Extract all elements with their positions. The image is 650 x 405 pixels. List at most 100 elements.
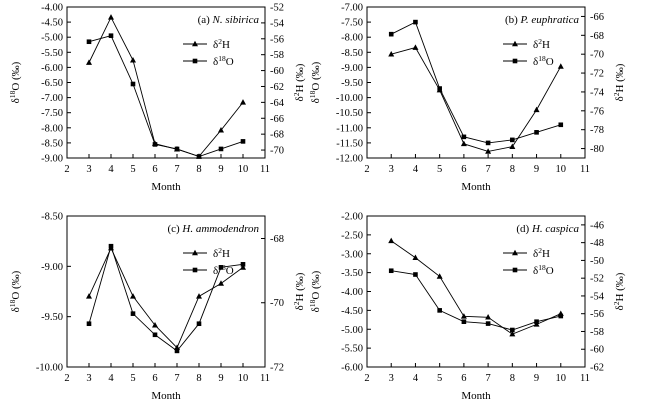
- y-left-tick-label: -7.00: [41, 93, 63, 104]
- y-left-tick-label: -5.50: [341, 344, 363, 355]
- data-point-d18o: [240, 139, 246, 144]
- data-point-d18o: [461, 134, 467, 140]
- x-tick-label: 5: [130, 164, 135, 175]
- y-right-tick-label: -52: [590, 274, 604, 285]
- y-right-tick-label: -58: [270, 50, 284, 61]
- y-right-axis-label: δ2H (‰): [612, 272, 627, 310]
- data-point-d2h: [218, 280, 224, 286]
- y-left-tick-label: -8.50: [341, 48, 363, 59]
- y-right-tick-label: -76: [590, 106, 604, 117]
- legend-label: δ18O: [213, 54, 234, 69]
- y-left-axis-label: δ18O (‰): [308, 270, 323, 312]
- y-left-tick-label: -6.00: [41, 63, 63, 74]
- x-tick-label: 2: [364, 164, 369, 175]
- y-left-tick-label: -8.00: [341, 33, 363, 44]
- x-axis-label: Month: [461, 181, 491, 193]
- y-left-tick-label: -3.50: [341, 268, 363, 279]
- x-tick-label: 3: [86, 373, 91, 384]
- panel-title: (a) N. sibirica: [198, 14, 260, 26]
- data-point-d18o: [534, 130, 539, 135]
- y-left-tick-label: -5.00: [341, 325, 363, 336]
- data-point-d18o: [388, 31, 394, 37]
- panel-title: (b) P. euphratica: [505, 14, 580, 26]
- x-tick-label: 10: [556, 164, 567, 175]
- y-left-tick-label: -8.00: [41, 123, 63, 134]
- data-point-d18o: [510, 137, 515, 143]
- y-right-tick-label: -72: [590, 69, 604, 80]
- data-point-d2h: [86, 293, 92, 299]
- panel-a: 2 3 4 5 6 7 8 9 10 11 -4.00 -4.50 -5.00 -5.50 -6.00 -6.…: [8, 3, 307, 194]
- x-tick-label: 7: [485, 373, 490, 384]
- x-tick-label: 10: [556, 373, 567, 384]
- data-point-d18o: [558, 313, 564, 319]
- data-point-d2h: [509, 143, 516, 149]
- data-point-d2h: [485, 148, 492, 154]
- data-point-d18o: [218, 146, 224, 152]
- x-tick-label: 10: [238, 373, 249, 384]
- data-point-d18o: [485, 321, 491, 326]
- data-point-d18o: [108, 33, 114, 38]
- y-right-tick-label: -70: [270, 298, 284, 309]
- y-left-tick-label: -10.00: [336, 93, 363, 104]
- x-tick-label: 5: [130, 373, 135, 384]
- x-tick-label: 3: [86, 164, 91, 175]
- x-tick-label: 8: [510, 164, 515, 175]
- data-point-d2h: [388, 50, 395, 57]
- y-right-tick-label: -56: [590, 309, 604, 320]
- panel-c: 2 3 4 5 6 7 8 9 10 11 -8.50 -9.00 -9.50 -10.00 -68 -70 -…: [8, 212, 307, 403]
- data-point-d2h: [509, 330, 516, 337]
- data-point-d18o: [388, 268, 394, 274]
- y-right-tick-label: -54: [590, 291, 605, 302]
- legend-label: δ18O: [533, 54, 554, 69]
- y-right-tick-label: -74: [590, 87, 605, 98]
- plot-frame: [66, 215, 266, 368]
- y-left-tick-label: -7.50: [341, 18, 363, 29]
- x-tick-label: 4: [108, 373, 114, 384]
- data-point-d2h: [86, 59, 92, 65]
- data-point-d18o: [461, 319, 467, 324]
- y-left-tick-label: -9.00: [41, 262, 63, 273]
- y-left-axis-label: δ18O (‰): [308, 61, 323, 103]
- x-tick-label: 5: [437, 164, 442, 175]
- x-tick-label: 7: [174, 373, 179, 384]
- legend-marker-square: [192, 267, 198, 273]
- y-right-tick-label: -80: [590, 144, 604, 155]
- data-point-d2h: [436, 273, 443, 279]
- legend-label: δ18O: [213, 263, 234, 278]
- data-point-d18o: [108, 243, 114, 249]
- y-right-tick-label: -64: [270, 98, 285, 109]
- plot-frame: [366, 215, 586, 368]
- x-tick-label: 11: [260, 164, 270, 175]
- data-point-d18o: [413, 19, 418, 25]
- y-left-tick-label: -4.00: [41, 3, 63, 14]
- data-point-d2h: [460, 140, 467, 147]
- x-tick-label: 4: [413, 373, 419, 384]
- legend-marker-triangle: [512, 249, 518, 256]
- y-left-tick-label: -4.50: [41, 18, 63, 29]
- y-right-tick-label: -46: [590, 220, 604, 231]
- y-right-tick-label: -68: [270, 130, 284, 141]
- y-left-tick-label: -8.50: [41, 138, 63, 149]
- x-tick-label: 6: [461, 164, 466, 175]
- panel-title: (d) H. caspica: [516, 223, 579, 235]
- data-point-d2h: [240, 264, 246, 270]
- y-right-tick-label: -58: [590, 327, 604, 338]
- data-point-d18o: [218, 265, 224, 270]
- y-right-tick-label: -70: [270, 146, 284, 157]
- y-left-tick-label: -9.50: [341, 78, 363, 89]
- legend-label: δ2H: [533, 246, 550, 261]
- x-tick-label: 4: [108, 164, 114, 175]
- x-axis-label: Month: [461, 390, 491, 402]
- x-tick-label: 7: [174, 164, 179, 175]
- legend-marker-square: [512, 58, 518, 64]
- y-right-tick-label: -56: [270, 34, 284, 45]
- y-right-axis-label: δ2H (‰): [292, 272, 307, 310]
- x-tick-label: 6: [152, 373, 157, 384]
- data-point-d18o: [174, 348, 180, 354]
- x-tick-label: 10: [238, 164, 249, 175]
- y-left-tick-label: -9.50: [41, 312, 63, 323]
- legend-label: δ2H: [533, 37, 550, 52]
- panel-title: (c) H. ammodendron: [167, 223, 259, 235]
- data-point-d2h: [152, 322, 158, 328]
- data-point-d2h: [130, 293, 136, 299]
